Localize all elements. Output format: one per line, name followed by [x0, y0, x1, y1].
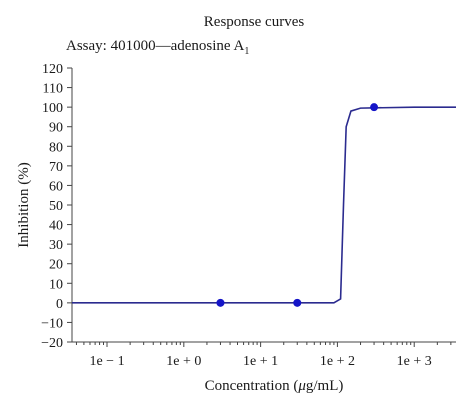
chart-subtitle-main: Assay: 401000—adenosine A [66, 38, 244, 54]
y-tick-label: 40 [49, 219, 63, 234]
x-axis-label-mu: μ [297, 378, 306, 394]
x-axis-label-suffix: g/mL) [306, 378, 344, 394]
y-tick-label: 120 [42, 62, 63, 77]
x-tick-label: 1e + 2 [320, 354, 355, 369]
y-tick-label: 110 [43, 82, 63, 97]
chart-subtitle: Assay: 401000—adenosine A1 [66, 38, 249, 57]
y-tick-label: −10 [41, 316, 63, 331]
x-ticks: 1e − 1 1e + 0 1e + 1 1e + 2 1e + 3 [75, 342, 452, 369]
y-tick-label: 0 [56, 297, 63, 312]
x-tick-label: 1e + 0 [166, 354, 201, 369]
y-tick-label: 60 [49, 179, 63, 194]
y-tick-label: 70 [49, 160, 63, 175]
y-tick-label: 80 [49, 140, 63, 155]
chart-title: Response curves [204, 14, 305, 30]
y-tick-label: 20 [49, 258, 63, 273]
chart-subtitle-subscript: 1 [244, 46, 249, 57]
x-axis-label-prefix: Concentration ( [205, 378, 299, 394]
data-points [216, 103, 379, 307]
y-tick-label: 50 [49, 199, 63, 214]
x-axis-label: Concentration (μg/mL) [205, 378, 344, 394]
data-point [216, 298, 225, 307]
y-ticks: −20 −10 0 10 20 30 40 50 60 70 80 90 100 110 120 [41, 62, 72, 351]
response-curve [72, 106, 456, 304]
data-point [370, 103, 379, 112]
y-tick-label: 30 [49, 238, 63, 253]
x-tick-label: 1e − 1 [89, 354, 124, 369]
y-tick-label: 100 [42, 101, 63, 116]
y-tick-label: 10 [49, 277, 63, 292]
y-tick-label: 90 [49, 121, 63, 136]
y-axis-label: Inhibition (%) [16, 162, 32, 247]
y-tick-label: −20 [41, 336, 63, 351]
x-tick-label: 1e + 3 [397, 354, 432, 369]
data-point [293, 298, 302, 307]
x-tick-label: 1e + 1 [243, 354, 278, 369]
